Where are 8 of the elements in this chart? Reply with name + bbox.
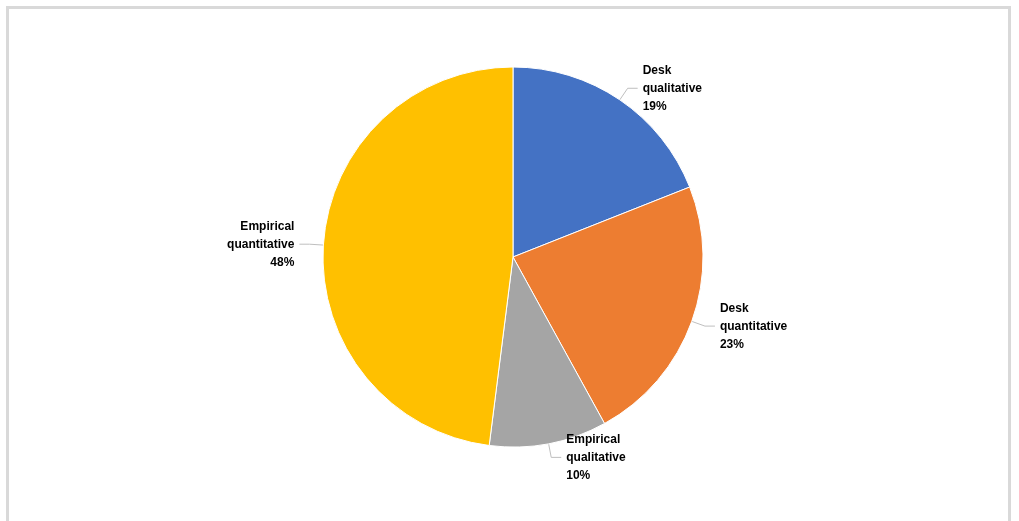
slice-label: Desk qualitative [642,63,703,96]
slice-label: Desk quantitative [719,301,788,334]
data-label: 10% [566,468,591,483]
slice-label: Empirical quantitative [227,219,295,252]
slice-label: Empirical qualitative [566,432,626,465]
data-label: 19% [642,99,668,114]
data-label: 23% [719,337,745,352]
data-label: 48% [270,255,295,270]
